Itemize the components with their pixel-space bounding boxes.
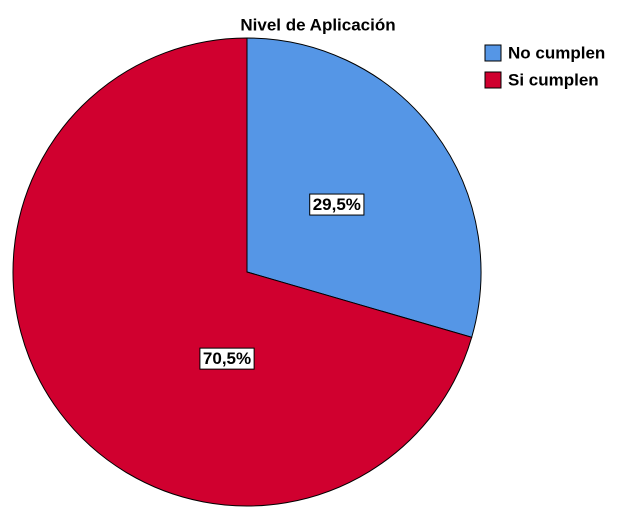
data-label-box xyxy=(309,193,365,216)
pie-slice xyxy=(246,37,482,338)
pie-slice xyxy=(12,37,473,507)
legend-swatch xyxy=(484,71,502,89)
chart-title: Nivel de Aplicación xyxy=(240,15,395,34)
legend-label: Si cumplen xyxy=(508,70,599,89)
legend-swatch xyxy=(484,44,502,62)
data-label: 29,5% xyxy=(313,195,361,214)
data-label: 70,5% xyxy=(203,349,251,368)
data-label-box xyxy=(199,347,255,370)
legend-label: No cumplen xyxy=(508,43,605,62)
